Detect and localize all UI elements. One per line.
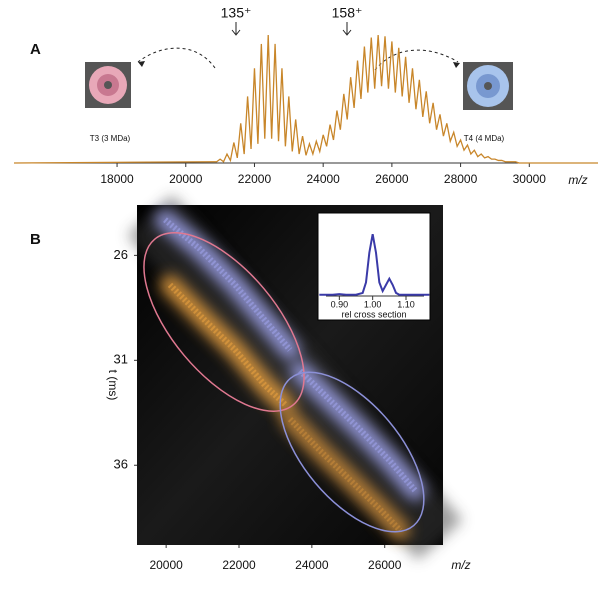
annotation-arrow [231,22,241,36]
x-tick-label: 20000 [149,558,183,572]
peak-annotation: 135⁺ [221,5,252,21]
intensity-core [297,368,418,493]
y-axis-label: t (ms) [106,370,120,401]
y-tick-label: 31 [114,352,128,367]
t4-label: T4 (4 MDa) [464,134,505,143]
arrowhead [138,61,145,67]
x-tick-label: 28000 [444,172,478,186]
plots: 18000 20000 22000 24000 26000 28000 30000 m/z A 2… [13,34,598,572]
x-tick-label: 22000 [222,558,256,572]
spectrum-line [319,234,430,296]
x-tick-label: 1.10 [397,299,415,309]
t3-label: T3 (3 MDa) [90,134,131,143]
t4-ellipse [279,371,425,533]
x-tick-label: 26000 [368,558,402,572]
x-axis-label: m/z [568,173,587,187]
x-axis-label: m/z [451,558,470,572]
dashed-arrow [374,49,459,71]
x-tick-label: 30000 [513,172,547,186]
intensity-core [167,282,288,407]
t3-ellipse [143,232,305,412]
x-tick-label: 0.90 [331,299,349,309]
y-tick-label: 36 [114,457,128,472]
x-tick-label: 1.00 [364,299,382,309]
x-tick-label: 22000 [238,172,272,186]
intensity-streak [155,209,300,360]
arrowhead [453,62,460,68]
peak-annotation: 158⁺ [332,5,363,21]
t4-icon [463,62,513,110]
panel-label: A [30,41,41,58]
annotation-arrow [342,22,352,36]
x-tick-label: 24000 [295,558,329,572]
x-axis-label: rel cross section [341,309,406,319]
spectrum-line [13,34,598,164]
x-tick-label: 26000 [375,172,409,186]
y-tick-label: 26 [114,247,128,262]
panel-label: B [30,231,41,248]
inset-box [317,212,431,321]
dashed-arrow [137,47,216,69]
intensity-core [287,417,403,533]
t3-icon [85,62,131,108]
x-tick-label: 18000 [100,172,134,186]
x-tick-label: 20000 [169,172,203,186]
x-tick-label: 24000 [306,172,340,186]
